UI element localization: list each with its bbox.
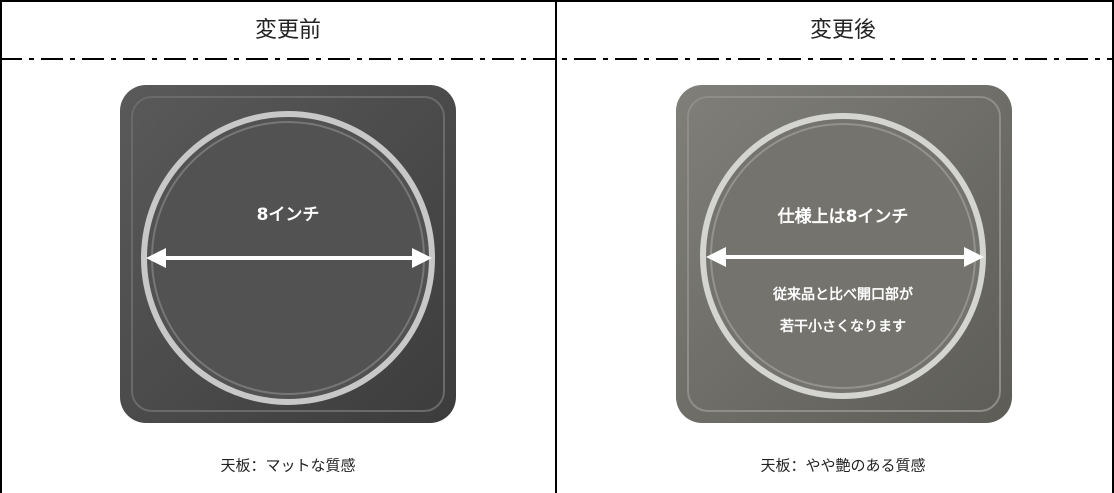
caption: 天板：マットな質感 (220, 457, 355, 475)
column-header: 変更後 (810, 18, 876, 43)
photo-annotation: 8インチ (257, 205, 320, 225)
photo-annotation: 従来品と比べ開口部が (772, 286, 914, 303)
photo-before (120, 85, 456, 423)
photo-annotation: 仕様上は8インチ (777, 206, 909, 227)
caption: 天板：やや艶のある質感 (760, 457, 925, 475)
photo-annotation: 若干小さくなります (779, 318, 906, 335)
photo-after (676, 85, 1012, 423)
column-header: 変更前 (255, 18, 321, 43)
